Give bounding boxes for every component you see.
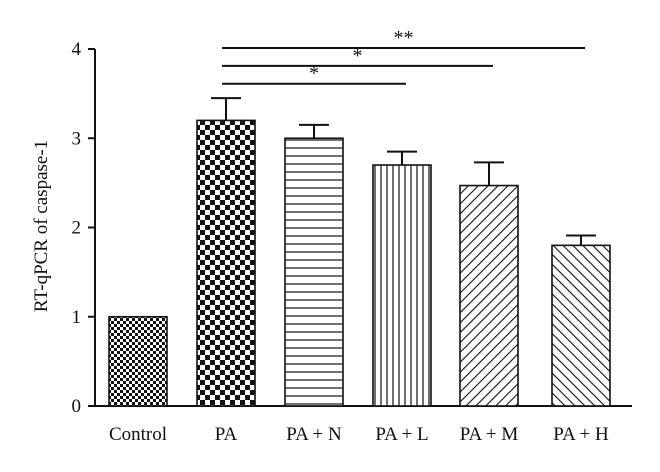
- y-tick-label: 3: [72, 128, 82, 149]
- category-label: PA + L: [375, 424, 428, 445]
- bars: [108, 97, 611, 407]
- category-label: Control: [109, 424, 167, 445]
- bar: [196, 119, 256, 407]
- x-axis: Control PA PA + N PA + L PA + M PA + H: [95, 405, 632, 445]
- bar: [108, 315, 168, 407]
- y-axis: 0 1 2 3 4: [72, 39, 96, 417]
- y-tick-label: 2: [72, 218, 82, 239]
- significance-marker: *: [309, 63, 319, 85]
- y-tick-label: 0: [72, 396, 82, 417]
- bar: [284, 137, 344, 407]
- category-label: PA + M: [460, 424, 519, 445]
- category-label: PA + N: [286, 424, 342, 445]
- y-tick-label: 4: [72, 39, 82, 60]
- bar: [551, 244, 611, 407]
- significance-marker: **: [394, 27, 414, 49]
- bar: [372, 164, 432, 407]
- y-axis-title: RT-qPCR of caspase-1: [31, 140, 52, 312]
- significance-annotations: ****: [222, 27, 585, 85]
- y-tick-label: 1: [72, 307, 82, 328]
- significance-marker: *: [353, 45, 363, 67]
- category-label: PA + H: [553, 424, 609, 445]
- bar: [459, 184, 519, 407]
- category-label: PA: [215, 424, 238, 445]
